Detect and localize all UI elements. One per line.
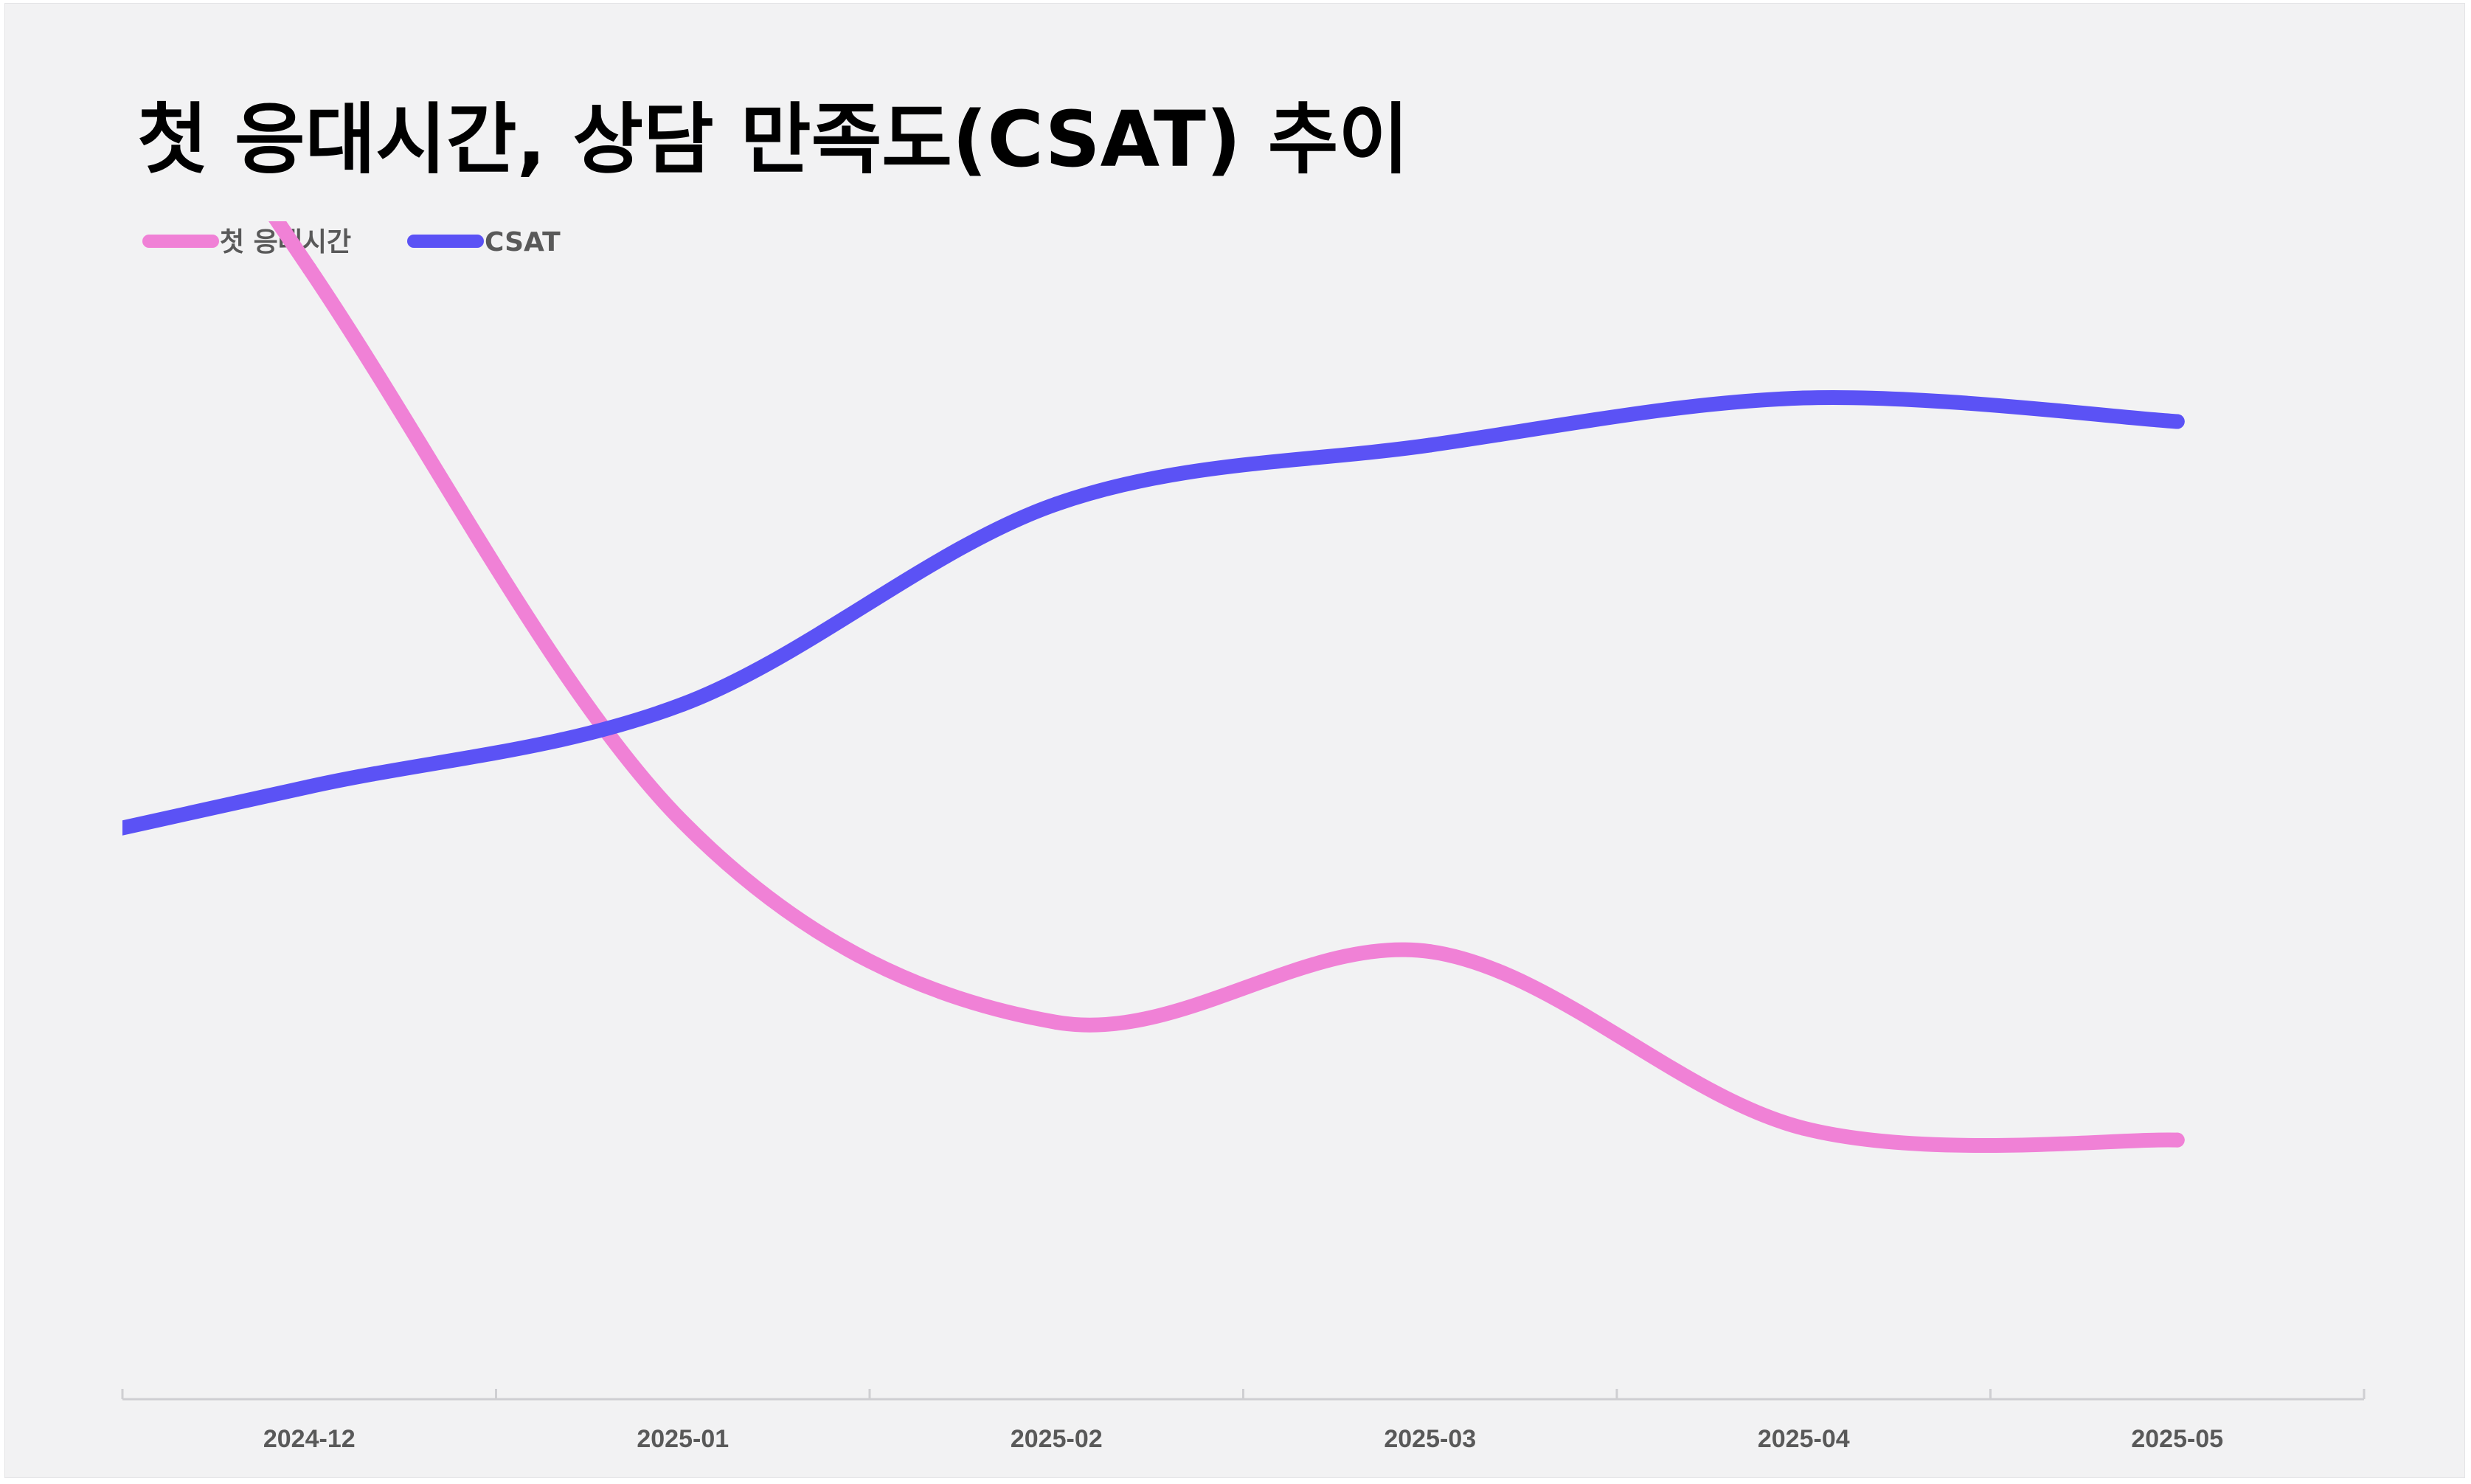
csat-point[interactable] <box>2169 414 2185 429</box>
series-line-first-response[interactable] <box>0 0 2185 1154</box>
chart-title: 첫 응대시간, 상담 만족도(CSAT) 추이 <box>137 94 1409 184</box>
x-tick-label: 2024-12 <box>263 1425 356 1453</box>
first-response-point[interactable] <box>1422 944 1438 960</box>
csat-point[interactable] <box>675 696 690 712</box>
first-response-point[interactable] <box>302 260 317 276</box>
x-tick-label: 2025-05 <box>2131 1425 2223 1453</box>
csat-point[interactable] <box>302 779 317 794</box>
legend-label-csat: CSAT <box>485 227 561 257</box>
x-tick-label: 2025-01 <box>637 1425 729 1453</box>
first-response-point[interactable] <box>2169 1132 2185 1148</box>
x-tick-label: 2025-02 <box>1011 1425 1103 1453</box>
plot-area <box>0 0 2185 1154</box>
first-response-point[interactable] <box>675 814 690 830</box>
csat-point[interactable] <box>1049 496 1064 512</box>
csat-point[interactable] <box>1422 437 1438 453</box>
csat-point[interactable] <box>1796 390 1812 406</box>
x-tick-label: 2025-03 <box>1384 1425 1476 1453</box>
chart-background <box>4 3 2465 1478</box>
first-response-point[interactable] <box>1049 1014 1064 1030</box>
x-axis: 2024-12 2025-01 2025-02 2025-03 2025-04 2025-… <box>121 1389 2366 1453</box>
legend: 첫 응대시간 CSAT <box>142 227 561 257</box>
legend-item-csat[interactable]: CSAT <box>407 227 561 257</box>
series-line-csat[interactable] <box>0 389 2185 869</box>
x-tick-label: 2025-04 <box>1758 1425 1850 1453</box>
first-response-point[interactable] <box>1796 1120 1812 1136</box>
legend-item-first-response[interactable]: 첫 응대시간 <box>142 227 351 257</box>
